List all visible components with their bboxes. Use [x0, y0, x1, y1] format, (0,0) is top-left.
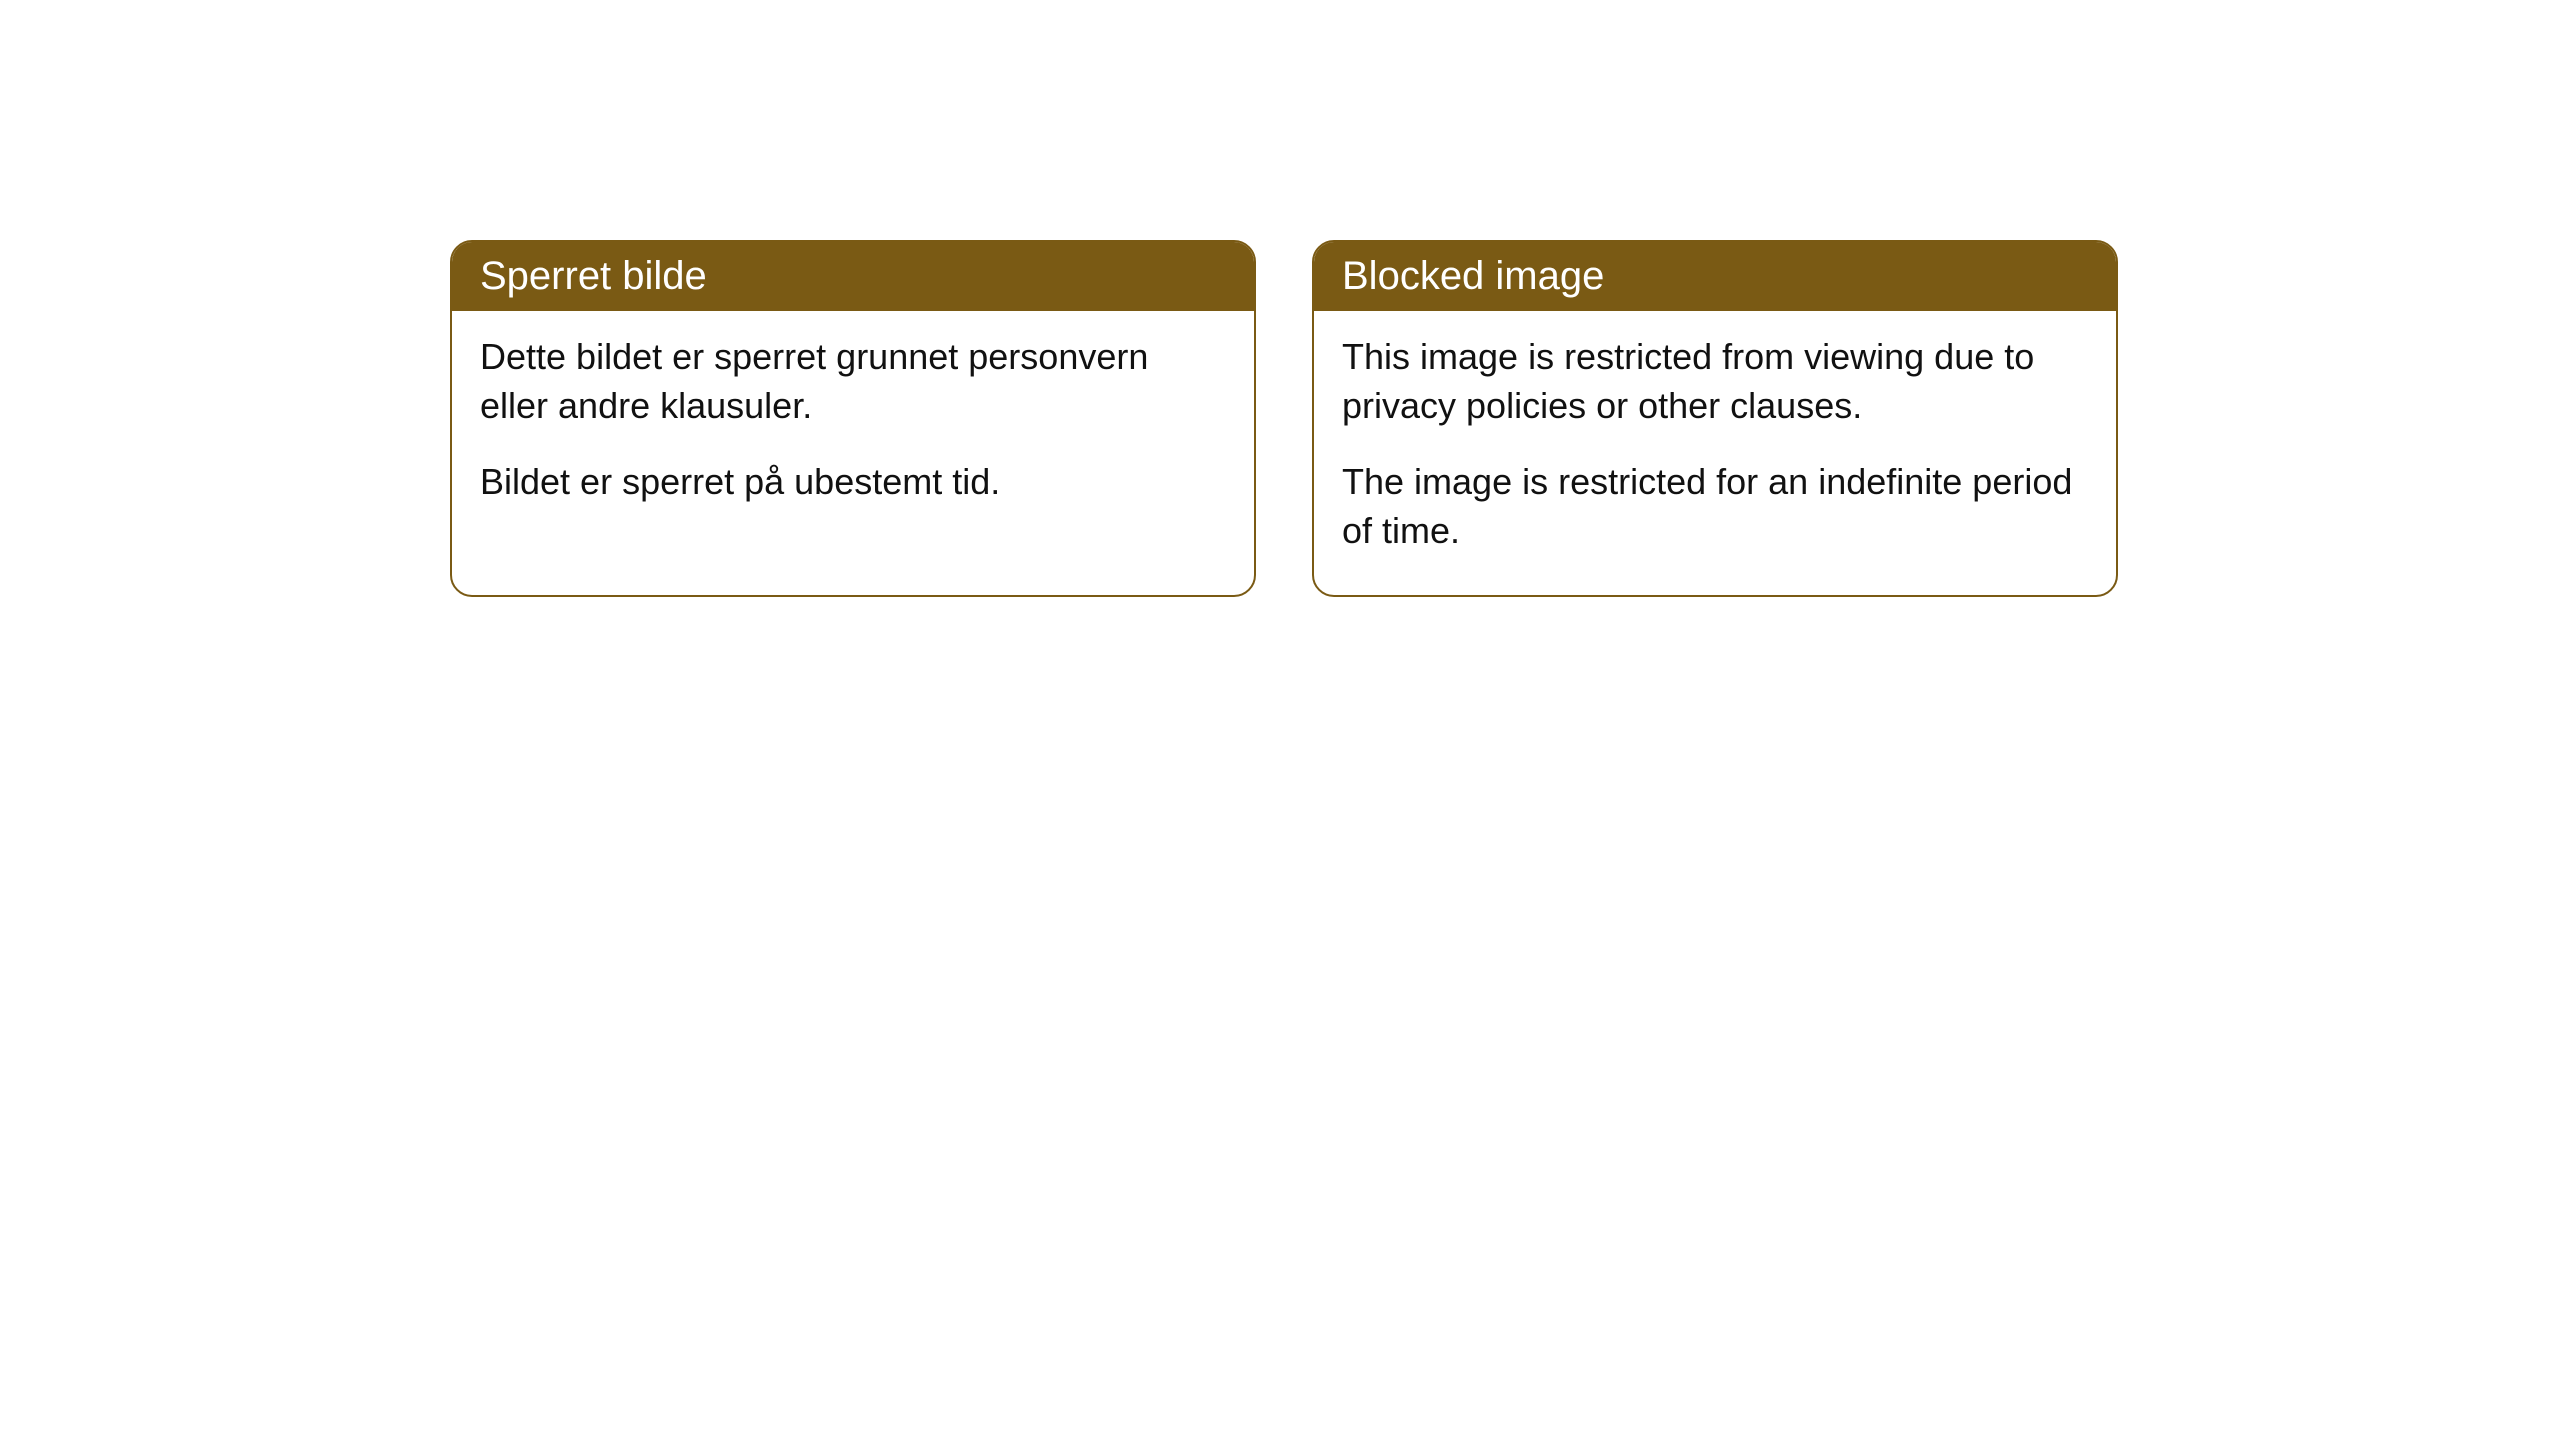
- card-body-english: This image is restricted from viewing du…: [1314, 311, 2116, 595]
- card-title-norwegian: Sperret bilde: [452, 242, 1254, 311]
- card-body-paragraph: This image is restricted from viewing du…: [1342, 333, 2088, 430]
- card-body-paragraph: Dette bildet er sperret grunnet personve…: [480, 333, 1226, 430]
- card-body-norwegian: Dette bildet er sperret grunnet personve…: [452, 311, 1254, 547]
- card-body-paragraph: The image is restricted for an indefinit…: [1342, 458, 2088, 555]
- card-body-paragraph: Bildet er sperret på ubestemt tid.: [480, 458, 1226, 507]
- notice-cards-container: Sperret bilde Dette bildet er sperret gr…: [450, 240, 2118, 597]
- notice-card-english: Blocked image This image is restricted f…: [1312, 240, 2118, 597]
- card-title-english: Blocked image: [1314, 242, 2116, 311]
- notice-card-norwegian: Sperret bilde Dette bildet er sperret gr…: [450, 240, 1256, 597]
